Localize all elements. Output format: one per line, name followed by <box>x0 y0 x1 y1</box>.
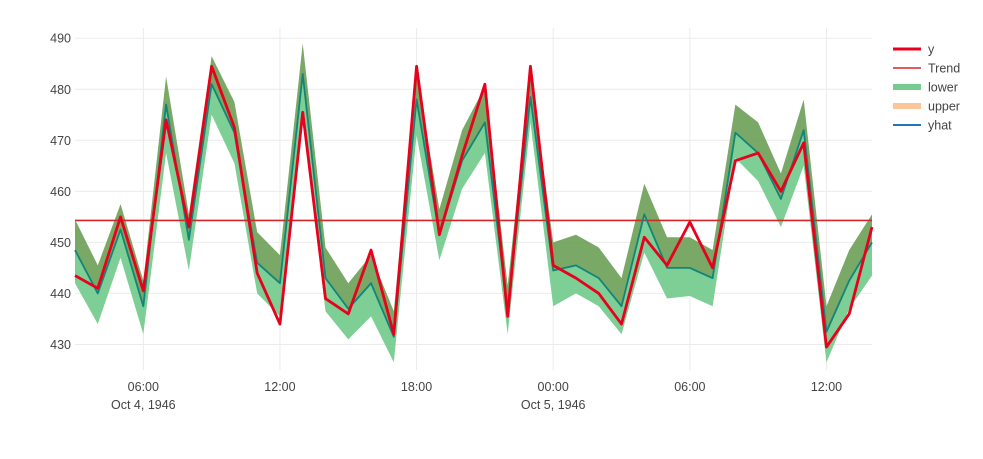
y-tick-label: 460 <box>50 185 71 199</box>
lower-band <box>75 73 872 363</box>
y-tick-label: 450 <box>50 236 71 250</box>
legend[interactable]: y Trend lower upper yhat <box>893 43 960 133</box>
y-axis-ticks: 430 440 450 460 470 480 490 <box>50 32 71 352</box>
legend-label: lower <box>928 81 958 95</box>
legend-item-y[interactable]: y <box>893 43 935 57</box>
legend-item-yhat[interactable]: yhat <box>893 119 952 133</box>
y-tick-label: 440 <box>50 287 71 301</box>
legend-label: Trend <box>928 62 960 76</box>
legend-label: yhat <box>928 119 952 133</box>
y-tick-label: 470 <box>50 134 71 148</box>
yhat-line <box>74 73 873 338</box>
y-tick-label: 490 <box>50 32 71 46</box>
x-tick-label: 06:00 <box>128 380 159 394</box>
x-tick-label: 12:00 <box>264 380 295 394</box>
legend-label: y <box>928 43 935 57</box>
confidence-bands <box>75 43 872 363</box>
y-line <box>74 64 874 349</box>
x-tick-label: 00:00 <box>538 380 569 394</box>
legend-label: upper <box>928 100 960 114</box>
upper-band <box>75 43 872 337</box>
legend-item-trend[interactable]: Trend <box>893 62 960 76</box>
x-tick-label: 06:00 <box>674 380 705 394</box>
x-tick-date-label: Oct 5, 1946 <box>521 398 586 412</box>
legend-item-lower[interactable]: lower <box>893 81 958 95</box>
series-lines <box>74 64 874 349</box>
x-tick-label: 18:00 <box>401 380 432 394</box>
legend-item-upper[interactable]: upper <box>893 100 960 114</box>
x-tick-date-label: Oct 4, 1946 <box>111 398 176 412</box>
x-axis-ticks: 06:00 Oct 4, 1946 12:00 18:00 00:00 Oct 5, 19… <box>111 380 842 412</box>
x-tick-label: 12:00 <box>811 380 842 394</box>
y-tick-label: 480 <box>50 83 71 97</box>
y-tick-label: 430 <box>50 338 71 352</box>
